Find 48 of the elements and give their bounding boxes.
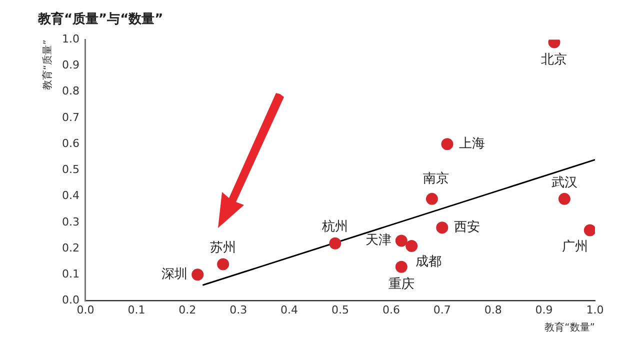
point (217, 258, 230, 270)
y-tick-label: 0.7 (62, 110, 80, 124)
series-label: 南京 (422, 171, 449, 186)
y-tick-label: 0.9 (62, 58, 80, 72)
point (558, 192, 570, 205)
point (426, 192, 438, 205)
y-tick-label: 0.3 (62, 215, 80, 228)
x-tick-label: 0.2 (178, 303, 196, 316)
series-label: 广州 (562, 240, 588, 255)
y-tick-label: 1.0 (62, 32, 80, 46)
series-label: 成都 (416, 254, 442, 270)
point (436, 222, 448, 234)
series-label: 天津 (365, 233, 392, 248)
series-label: 重庆 (388, 277, 414, 292)
x-tick-label: 0.4 (280, 303, 298, 316)
point (441, 138, 454, 150)
point (395, 234, 408, 247)
y-tick-label: 0.6 (62, 136, 80, 150)
point (192, 268, 204, 281)
series-label: 武汉 (551, 175, 578, 190)
series-label: 深圳 (162, 267, 188, 282)
x-tick-label: 0.5 (331, 303, 349, 316)
series-label: 北京 (541, 52, 568, 68)
point (584, 224, 595, 236)
x-tick-label: 0.7 (433, 303, 451, 316)
y-tick-label: 0.5 (62, 163, 80, 176)
x-tick-label: 0.9 (535, 303, 553, 316)
point (395, 260, 408, 273)
x-axis-title: 教育“数量” (544, 322, 595, 334)
x-tick-label: 1.0 (586, 303, 604, 316)
series-label: 西安 (454, 219, 480, 236)
y-tick-label: 0.1 (62, 268, 80, 281)
y-tick-label: 0.2 (62, 241, 80, 254)
y-tick-label: 0.8 (62, 84, 80, 98)
y-tick-label: 0.0 (62, 294, 80, 307)
point (406, 240, 418, 252)
x-tick-label: 0.6 (382, 303, 400, 316)
y-tick-label: 0.4 (62, 189, 80, 202)
y-axis-title: 教育“质量” (42, 40, 54, 90)
chart-title: 教育“质量”与“数量” (37, 11, 164, 28)
x-tick-label: 0.1 (128, 303, 146, 316)
x-tick-label: 0.0 (76, 303, 94, 316)
x-tick-label: 0.8 (484, 303, 502, 316)
series-label: 上海 (459, 136, 486, 152)
series-label: 杭州 (321, 220, 348, 235)
point (329, 237, 342, 250)
x-tick-label: 0.3 (230, 303, 248, 316)
series-label: 苏州 (210, 240, 236, 256)
